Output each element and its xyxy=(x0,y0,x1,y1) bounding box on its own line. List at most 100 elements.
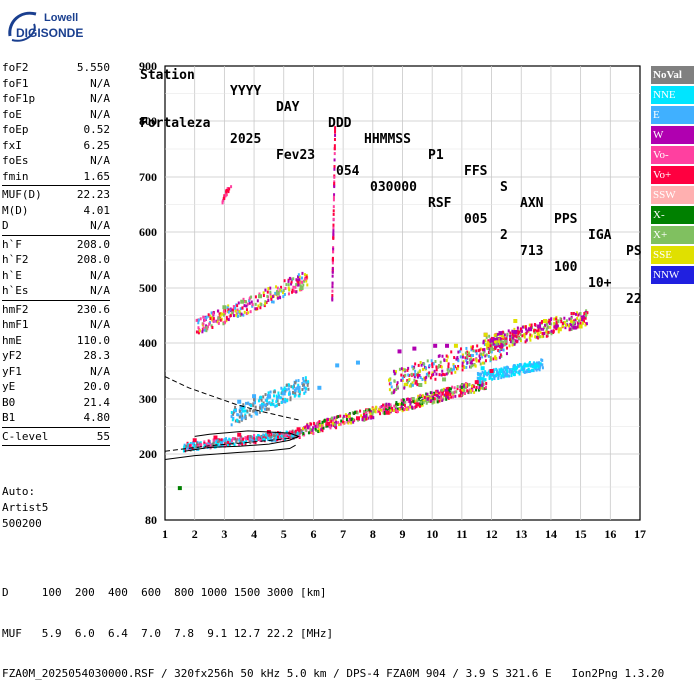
echo-pixel xyxy=(492,368,495,372)
echo-pixel xyxy=(285,383,288,387)
echo-pixel xyxy=(339,414,342,418)
echo-pixel xyxy=(505,341,508,345)
echo-pixel xyxy=(410,372,413,376)
echo-pixel xyxy=(262,395,265,399)
echo-pixel xyxy=(550,329,553,333)
echo-pixel xyxy=(348,419,351,423)
echo-pixel xyxy=(460,391,463,395)
echo-pixel xyxy=(466,389,469,393)
echo-pixel xyxy=(382,403,385,407)
echo-pixel xyxy=(374,410,377,414)
echo-pixel xyxy=(264,288,267,292)
echo-pixel xyxy=(498,344,501,348)
echo-pixel xyxy=(192,444,195,448)
echo-pixel xyxy=(375,405,378,409)
echo-pixel xyxy=(442,397,445,401)
echo-pixel xyxy=(367,416,370,420)
echo-pixel xyxy=(220,317,223,321)
echo-pixel xyxy=(242,437,245,441)
echo-pixel xyxy=(234,306,237,310)
param-name: yE xyxy=(2,380,16,393)
echo-pixel xyxy=(305,277,308,281)
echo-pixel xyxy=(228,308,231,312)
echo-pixel xyxy=(496,337,499,341)
echo-pixel xyxy=(260,404,263,408)
echo-pixel xyxy=(329,418,332,422)
echo-pixel xyxy=(577,319,580,323)
data-point-w xyxy=(445,343,450,348)
echo-pixel xyxy=(435,372,438,376)
echo-pixel xyxy=(538,335,541,339)
echo-pixel xyxy=(461,355,464,359)
echo-pixel xyxy=(220,438,223,442)
echo-pixel xyxy=(226,440,229,444)
echo-pixel xyxy=(517,332,520,336)
echo-pixel xyxy=(297,383,300,387)
echo-pixel xyxy=(259,404,262,408)
echo-pixel xyxy=(433,397,436,401)
echo-pixel xyxy=(487,344,490,348)
echo-pixel xyxy=(448,369,451,373)
echo-pixel xyxy=(383,405,386,409)
echo-pixel xyxy=(333,424,336,428)
echo-pixel xyxy=(420,363,423,367)
echo-pixel xyxy=(260,406,263,410)
echo-pixel xyxy=(371,407,374,411)
echo-pixel xyxy=(247,311,250,315)
echo-pixel xyxy=(302,427,305,431)
echo-pixel xyxy=(418,373,421,377)
echo-pixel xyxy=(468,358,471,362)
echo-pixel xyxy=(564,326,567,330)
echo-pixel xyxy=(438,363,441,367)
echo-pixel xyxy=(484,354,487,358)
y-tick-label: 900 xyxy=(139,59,157,73)
x-tick-label: 8 xyxy=(370,527,376,541)
echo-pixel xyxy=(374,407,377,411)
echo-pixel xyxy=(538,368,541,372)
echo-pixel xyxy=(506,365,509,369)
param-value: 28.3 xyxy=(83,349,111,362)
echo-pixel xyxy=(223,196,226,200)
echo-pixel xyxy=(351,411,354,415)
echo-pixel xyxy=(492,357,495,361)
echo-pixel xyxy=(316,425,319,429)
header-label: S xyxy=(500,180,508,195)
echo-pixel xyxy=(259,436,262,440)
param-value: 110.0 xyxy=(76,333,110,347)
echo-pixel xyxy=(368,415,371,419)
echo-pixel xyxy=(275,285,278,289)
echo-pixel xyxy=(285,388,288,392)
echo-pixel xyxy=(205,329,208,333)
echo-pixel xyxy=(254,302,257,306)
echo-pixel xyxy=(495,345,498,349)
echo-pixel xyxy=(436,397,439,401)
echo-pixel xyxy=(409,405,412,409)
echo-pixel xyxy=(238,415,241,419)
echo-pixel xyxy=(476,372,479,376)
echo-pixel xyxy=(540,327,543,331)
echo-pixel xyxy=(295,379,298,383)
echo-pixel xyxy=(431,373,434,377)
echo-pixel xyxy=(331,294,334,298)
echo-pixel xyxy=(222,322,225,326)
echo-pixel xyxy=(333,182,336,186)
echo-pixel xyxy=(277,391,280,395)
echo-pixel xyxy=(504,339,507,343)
echo-pixel xyxy=(503,338,506,342)
echo-pixel xyxy=(479,347,482,351)
echo-pixel xyxy=(419,404,422,408)
echo-pixel xyxy=(257,399,260,403)
x-tick-label: 14 xyxy=(545,527,557,541)
echo-pixel xyxy=(505,372,508,376)
echo-pixel xyxy=(284,400,287,404)
echo-pixel xyxy=(390,385,393,389)
echo-pixel xyxy=(468,354,471,358)
echo-pixel xyxy=(529,338,532,342)
echo-pixel xyxy=(456,385,459,389)
x-tick-label: 12 xyxy=(486,527,498,541)
echo-pixel xyxy=(492,372,495,376)
echo-pixel xyxy=(484,339,487,343)
echo-pixel xyxy=(570,317,573,321)
echo-pixel xyxy=(470,353,473,357)
echo-pixel xyxy=(531,368,534,372)
